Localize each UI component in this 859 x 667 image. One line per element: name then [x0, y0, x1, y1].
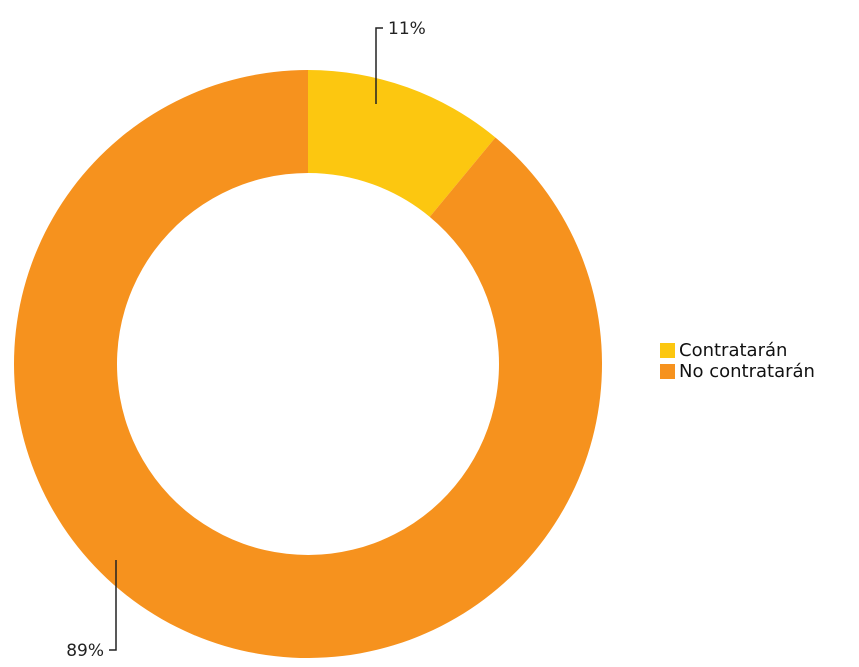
legend-swatch-no-contrataran	[660, 364, 675, 379]
data-labels: 11% 89%	[66, 19, 426, 661]
data-label-contrataran: 11%	[388, 19, 426, 39]
legend-item-contrataran: Contratarán	[660, 340, 815, 361]
leader-line-no-contrataran	[109, 560, 117, 651]
donut-slices	[13, 70, 603, 658]
donut-slice-no-contrataran	[13, 70, 603, 658]
donut-slice-contrataran	[308, 70, 496, 217]
data-label-no-contrataran: 89%	[66, 641, 104, 661]
legend-swatch-contrataran	[660, 343, 675, 358]
legend-item-no-contrataran: No contratarán	[660, 361, 815, 382]
leader-line-contrataran	[375, 27, 383, 104]
legend-label-no-contrataran: No contratarán	[679, 361, 815, 382]
legend: Contratarán No contratarán	[660, 340, 815, 382]
legend-label-contrataran: Contratarán	[679, 340, 788, 361]
leader-lines	[109, 27, 383, 651]
